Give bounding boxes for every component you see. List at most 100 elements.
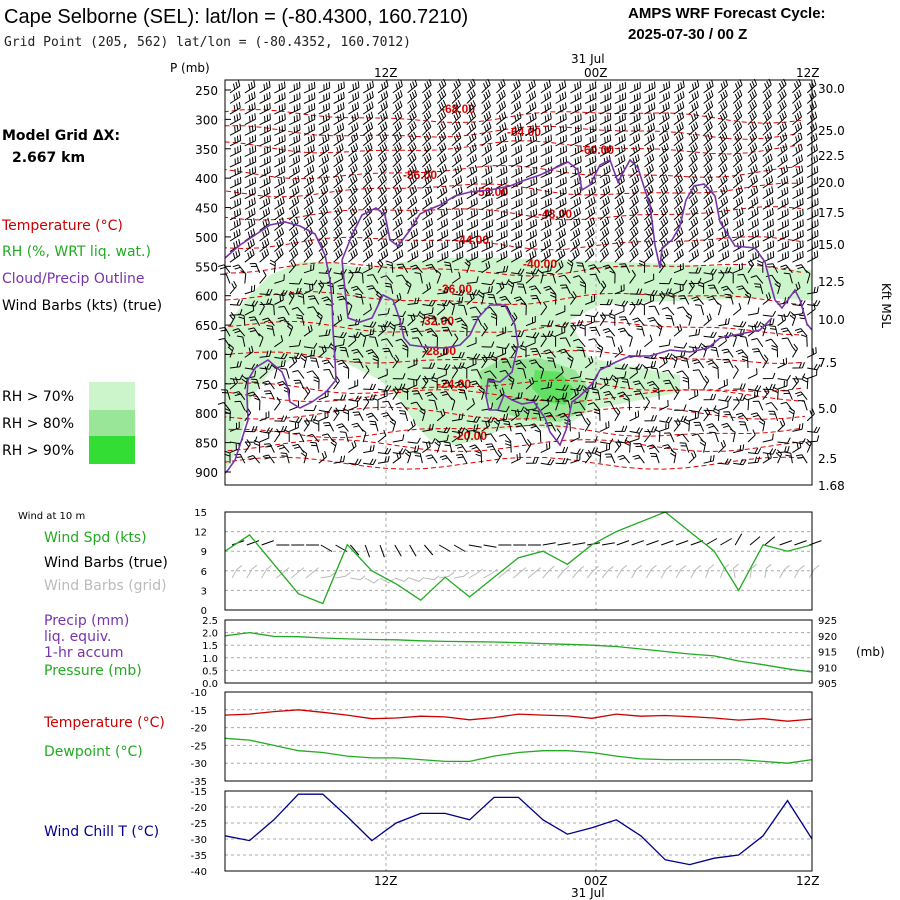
precip-frame [224,619,813,684]
wind-barb [244,218,256,231]
wind-barb [703,249,715,263]
wind-barb [496,198,508,210]
wind-barb [481,261,491,274]
wind-barb [395,338,408,348]
wind-barb [422,440,431,453]
axis-tick: -20 [191,803,207,814]
wind-barb [718,79,729,94]
wind-barb [584,124,597,136]
wind-barb [484,370,497,379]
wind-barb [428,315,438,326]
wind-barb [456,453,468,464]
wind-barb [347,269,354,284]
wind-barb [466,186,478,200]
wind-barb [762,164,773,178]
wind-barb [546,357,557,369]
pressure-tick: 600 [195,290,218,304]
wind-barb [407,163,417,178]
wind-barb [792,441,802,454]
temperature-contour [224,406,806,420]
wind-barb [307,306,320,316]
wind-barb [629,226,639,242]
wind-barb [288,81,301,94]
wind-barb [758,417,766,432]
wind-barb-grid [335,571,351,579]
wind-barb [259,134,271,147]
wind-barb [303,123,316,136]
wind-barb [309,357,320,369]
wind-barb [673,121,684,136]
temperature-contour [224,236,802,251]
wind-barb [673,184,683,200]
wind-barb [658,216,669,231]
wind-barb [732,79,743,94]
wind-barb [259,155,271,168]
wind-barb [638,260,646,273]
wind-barb [588,338,601,348]
wind-barb [264,390,275,400]
wind-barb [466,292,475,305]
wind-barb [466,100,476,115]
wind-barb [688,195,698,210]
wind-barb [229,280,237,295]
wind-barb [633,390,645,400]
wind-barb [372,397,379,411]
wind-barb [362,142,373,157]
wind-barb [644,81,656,94]
wind10-label-grid: Wind Barbs (grid) [44,578,167,594]
height-tick: 5.0 [818,402,837,416]
wind-barb [496,387,505,401]
wind-barb [658,174,669,189]
wind-barb [323,369,335,379]
wind-barb [496,219,508,231]
precip-right-unit: (mb) [856,645,885,659]
wind-barb [259,427,273,434]
wind-barb [584,237,595,252]
wind-barb [249,263,261,273]
wind-barb [644,91,656,104]
wind-barb-true [794,540,807,546]
wind-barb [739,335,749,347]
wind-barb-true [438,544,451,552]
wind-barb-true [675,540,689,546]
height-ticks: 30.025.022.520.017.515.012.510.07.55.02.… [818,82,845,493]
wind-barb [481,165,493,179]
wind-barb [629,92,641,104]
wind-barb [525,218,538,231]
temperature-contour [224,424,802,439]
pressure-tick: 750 [195,378,218,392]
wind-barb [792,187,804,200]
wind-barb [718,131,728,147]
temperature-contour-label: -68.00 [441,102,475,116]
wind-barb [434,438,441,453]
wind-barb-true [779,540,792,546]
chill-frame [224,790,813,872]
wind-barb [362,365,370,379]
wind-barb [619,263,631,274]
wind-barb [229,421,240,432]
wind-barb [333,195,343,210]
wind-barb [540,208,552,221]
axis-tick: -20 [191,724,207,735]
wind-barb [219,327,231,337]
wind-barb [777,110,787,126]
wind-barb [389,417,397,432]
wind-barb [296,314,305,326]
wind-barb [540,333,547,348]
wind-barb [259,301,265,316]
temperature-contour-label: -48.00 [538,207,572,221]
wind-barb [555,80,567,94]
legend-cloud-outline: Cloud/Precip Outline [2,271,145,287]
wind-barb [732,228,744,242]
wind-barb [673,324,683,337]
wind-barb [333,133,344,147]
wind-barb [259,411,270,422]
wind-barb [510,155,523,168]
wind-barb [288,144,301,157]
wind-barb [392,152,402,168]
wind-barb [540,155,553,168]
wind-barb [807,426,821,433]
pressure-tick: 500 [195,231,218,245]
wind-barb [540,320,554,327]
wind-barb [348,440,357,453]
